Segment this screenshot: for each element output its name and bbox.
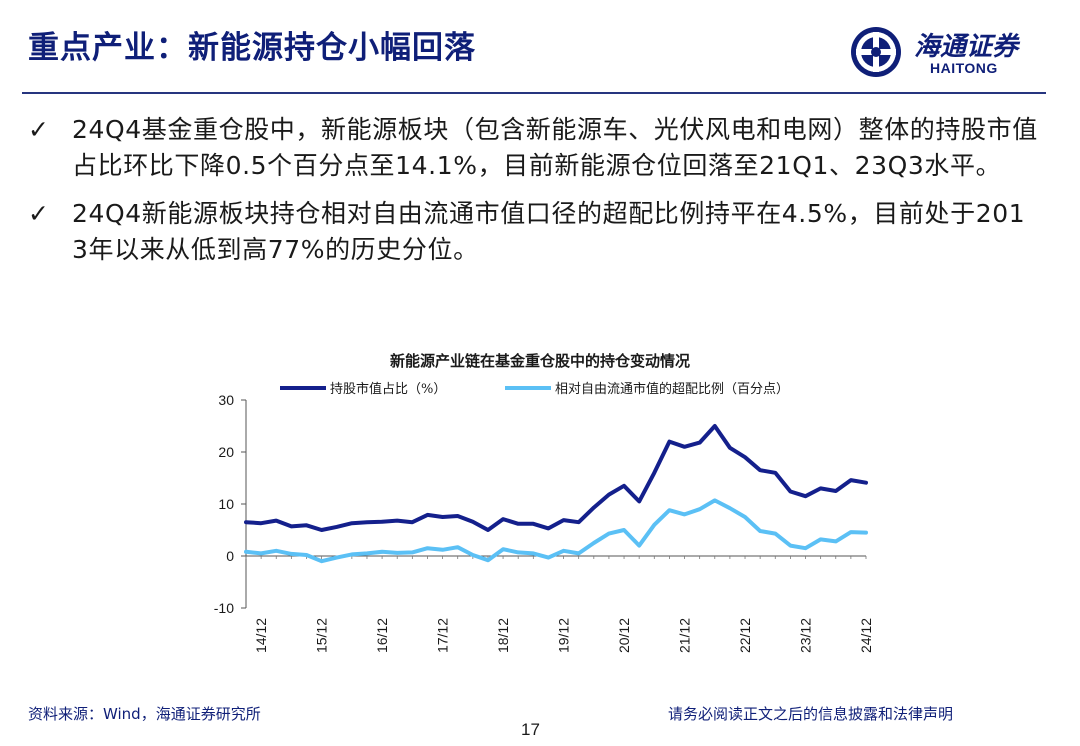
- chart-series: [244, 424, 868, 564]
- footer-disclaimer: 请务必阅读正文之后的信息披露和法律声明: [668, 705, 954, 723]
- x-tick-label: 20/12: [616, 618, 632, 653]
- x-tick-label: 17/12: [435, 618, 451, 653]
- bullet-text-1: 24Q4基金重仓股中，新能源板块（包含新能源车、光伏风电和电网）整体的持股市值占…: [72, 115, 1038, 180]
- legend-label-2: 相对自由流通市值的超配比例（百分点）: [555, 381, 789, 397]
- y-tick-label: 10: [218, 496, 234, 512]
- y-tick-label: 0: [226, 548, 234, 564]
- page-number: 17: [521, 720, 540, 739]
- x-tick-label: 24/12: [858, 618, 874, 653]
- bullet-text-2: 24Q4新能源板块持仓相对自由流通市值口径的超配比例持平在4.5%，目前处于20…: [72, 199, 1026, 264]
- x-tick-label: 22/12: [737, 618, 753, 653]
- y-tick-label: 20: [218, 444, 234, 460]
- footer-source: 资料来源：Wind，海通证券研究所: [28, 705, 261, 723]
- chart-axes: -10 0 10 20 30 14/12 15/12 16/12 17/12 18/12 19/12…: [214, 392, 874, 653]
- slide-title: 重点产业：新能源持仓小幅回落: [28, 30, 476, 66]
- series-line-2: [244, 498, 868, 564]
- chart-title: 新能源产业链在基金重仓股中的持仓变动情况: [390, 352, 690, 370]
- x-tick-label: 23/12: [798, 618, 814, 653]
- bullet-item-1: ✓ 24Q4基金重仓股中，新能源板块（包含新能源车、光伏风电和电网）整体的持股市…: [28, 112, 1038, 184]
- legend-label-1: 持股市值占比（%）: [330, 381, 446, 397]
- check-icon: ✓: [28, 199, 49, 228]
- check-icon: ✓: [28, 115, 49, 144]
- x-tick-label: 19/12: [556, 618, 572, 653]
- x-tick-label: 16/12: [374, 618, 390, 653]
- chart-legend: 持股市值占比（%） 相对自由流通市值的超配比例（百分点）: [280, 381, 789, 397]
- x-tick-label: 21/12: [677, 618, 693, 653]
- x-tick-label: 15/12: [314, 618, 330, 653]
- logo-chinese-name: 海通证券: [914, 32, 1019, 62]
- haitong-logo: 海通证券 HAITONG: [846, 24, 1046, 80]
- holdings-line-chart: 新能源产业链在基金重仓股中的持仓变动情况 持股市值占比（%） 相对自由流通市值的超…: [214, 352, 874, 653]
- bullet-item-2: ✓ 24Q4新能源板块持仓相对自由流通市值口径的超配比例持平在4.5%，目前处于…: [28, 196, 1038, 268]
- x-tick-label: 18/12: [495, 618, 511, 653]
- haitong-emblem-icon: [851, 27, 901, 77]
- y-tick-label: -10: [214, 600, 234, 616]
- logo-english-name: HAITONG: [930, 60, 998, 76]
- series-line-1: [244, 424, 868, 532]
- x-tick-label: 14/12: [253, 618, 269, 653]
- y-tick-label: 30: [218, 392, 234, 408]
- title-divider: [22, 92, 1046, 94]
- bullet-list: ✓ 24Q4基金重仓股中，新能源板块（包含新能源车、光伏风电和电网）整体的持股市…: [28, 112, 1038, 280]
